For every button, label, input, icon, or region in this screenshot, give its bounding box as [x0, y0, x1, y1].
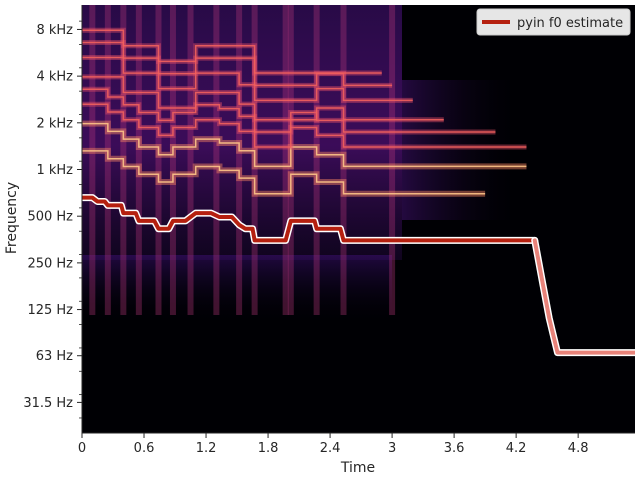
- harmonic-track: [82, 56, 413, 102]
- harmonic-track: [82, 150, 486, 195]
- onset-band: [135, 5, 142, 315]
- y-axis: 8 kHz 4 kHz 2 kHz 1 kHz 500 Hz 250 Hz 125 Hz 63…: [23, 5, 83, 433]
- y-tick-label: 250 Hz: [27, 256, 73, 271]
- onset-band: [282, 5, 289, 315]
- legend-entry-label: pyin f0 estimate: [517, 16, 623, 31]
- x-tick-label: 0: [78, 441, 86, 456]
- onset-band: [104, 5, 111, 315]
- harmonic-track: [82, 122, 527, 168]
- y-tick-label: 1 kHz: [36, 163, 73, 178]
- onset-band: [187, 5, 194, 315]
- x-tick-label: 1.8: [258, 441, 279, 456]
- x-tick-label: 3.6: [444, 441, 465, 456]
- onset-band: [155, 5, 162, 315]
- onset-band: [313, 5, 320, 315]
- x-tick-label: 2.4: [320, 441, 341, 456]
- legend: pyin f0 estimate: [476, 8, 631, 36]
- x-tick-label: 3: [388, 441, 396, 456]
- f0-estimate-series: [82, 194, 635, 357]
- x-axis: 0 0.6 1.2 1.8 2.4 3 3.6 4.2 4.8: [78, 432, 635, 456]
- y-tick-label: 63 Hz: [36, 349, 73, 364]
- legend-box: [476, 8, 631, 36]
- x-tick-label: 1.2: [196, 441, 217, 456]
- y-tick-label: 31.5 Hz: [23, 396, 73, 411]
- harmonic-track: [82, 103, 527, 148]
- x-axis-label: Time: [340, 460, 375, 476]
- onset-band: [213, 5, 220, 315]
- harmonic-track: [82, 29, 382, 74]
- harmonic-track: [82, 76, 444, 121]
- y-tick-label: 4 kHz: [36, 70, 73, 85]
- y-axis-label: Frequency: [4, 182, 20, 254]
- x-tick-label: 4.2: [506, 441, 527, 456]
- harmonic-track: [82, 88, 496, 133]
- onset-band: [169, 5, 176, 315]
- f0-unvoiced-line: [532, 238, 635, 355]
- f0-voiced-line: [82, 195, 537, 243]
- y-tick-label: 125 Hz: [27, 303, 73, 318]
- y-tick-label: 2 kHz: [36, 116, 73, 131]
- low-frequency-energy: [82, 255, 392, 325]
- x-tick-label: 4.8: [568, 441, 589, 456]
- y-tick-label: 8 kHz: [36, 23, 73, 38]
- broadband-tail: [402, 80, 522, 220]
- onset-band: [236, 5, 243, 315]
- x-tick-label: 0.6: [134, 441, 155, 456]
- onset-band: [389, 5, 396, 315]
- spectrogram-image: [82, 5, 527, 325]
- onset-band: [89, 5, 96, 315]
- y-tick-label: 500 Hz: [27, 210, 73, 225]
